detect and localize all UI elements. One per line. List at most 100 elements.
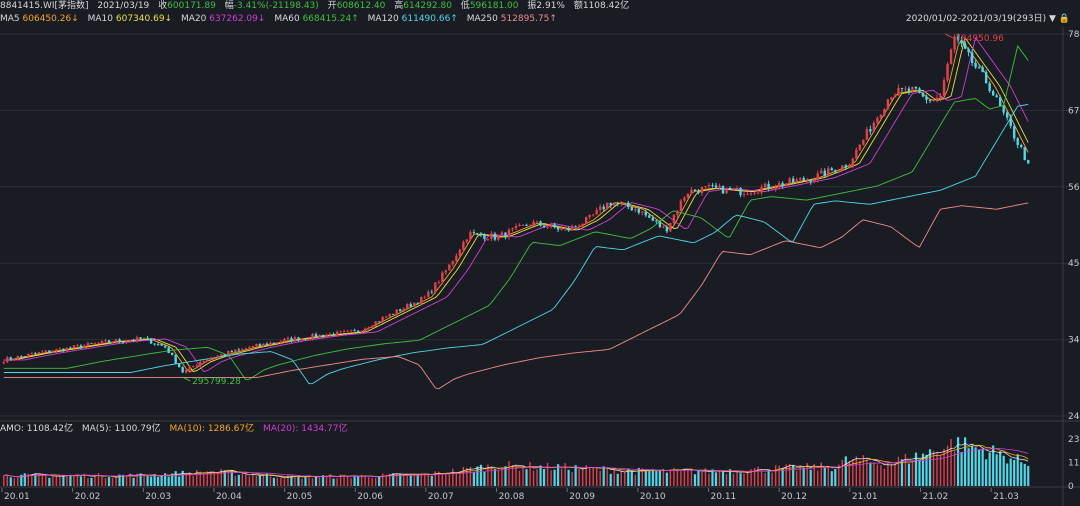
candle-body bbox=[469, 232, 472, 240]
candle-body bbox=[321, 334, 325, 337]
ma5-line bbox=[3, 38, 1029, 373]
candle-body bbox=[23, 356, 27, 358]
volume-bar bbox=[637, 467, 640, 486]
volume-bar bbox=[139, 473, 142, 486]
date-range-selector[interactable]: 2020/01/02-2021/03/19(293日) ▼ 🔒 bbox=[906, 13, 1070, 26]
dropdown-arrow-icon[interactable]: ▼ bbox=[1048, 14, 1056, 24]
volume-bar bbox=[658, 469, 661, 486]
candle-body bbox=[83, 345, 86, 349]
candle-body bbox=[809, 179, 812, 182]
candle-body bbox=[577, 226, 581, 228]
quote-date: 2021/03/19 bbox=[97, 1, 150, 11]
volume-bar bbox=[739, 473, 742, 486]
candle-body bbox=[465, 239, 469, 242]
candle-body bbox=[791, 178, 795, 183]
candle-body bbox=[644, 211, 648, 216]
candle-body bbox=[602, 206, 605, 210]
price-axis: 785000 676000 567000 458000 349000 240000 bbox=[1068, 30, 1080, 422]
candle-body bbox=[493, 233, 497, 240]
volume-tick-label: 2300.00亿 bbox=[1068, 433, 1080, 445]
volume-bar bbox=[907, 463, 911, 486]
candle-body bbox=[37, 352, 41, 354]
candle-body bbox=[374, 321, 377, 327]
volume-bar bbox=[146, 476, 149, 486]
candle-body bbox=[304, 338, 307, 340]
time-tick-label: 20.07 bbox=[428, 492, 454, 502]
volume-bar bbox=[20, 474, 23, 486]
candle-body bbox=[483, 235, 486, 240]
vol-ma20-value: 1434.77亿 bbox=[301, 424, 348, 434]
candle-body bbox=[160, 344, 163, 346]
candle-body bbox=[707, 185, 711, 187]
candle-body bbox=[984, 72, 988, 84]
candle-body bbox=[967, 48, 970, 53]
candle-body bbox=[283, 339, 286, 342]
candle-body bbox=[416, 302, 419, 304]
volume-bar bbox=[472, 472, 475, 486]
amount-value: 1108.42亿 bbox=[582, 1, 630, 11]
vol-ma5-label: MA(5): bbox=[81, 424, 112, 434]
time-axis: 20.01 20.02 20.03 20.04 20.05 20.06 20.07 20.08… bbox=[1, 488, 1019, 502]
candle-body bbox=[525, 224, 528, 226]
volume-bar bbox=[792, 464, 795, 486]
candle-body bbox=[739, 187, 742, 196]
candle-body bbox=[798, 178, 802, 180]
volume-bar bbox=[164, 473, 167, 486]
candle-body bbox=[820, 170, 823, 174]
candle-body bbox=[384, 316, 388, 318]
volume-bar bbox=[992, 445, 995, 486]
candle-body bbox=[356, 330, 360, 332]
candle-body bbox=[844, 165, 848, 168]
candle-body bbox=[988, 83, 991, 92]
ma60-legend[interactable]: MA60 668415.24↑ bbox=[274, 14, 358, 24]
candle-body bbox=[476, 233, 479, 234]
vol-ma20-line bbox=[3, 448, 1029, 478]
volume-bar bbox=[153, 474, 156, 486]
change-item: 幅-3.41%(-21198.43) bbox=[225, 1, 319, 11]
candle-body bbox=[184, 369, 188, 373]
volume-bar bbox=[493, 469, 497, 486]
ma5-legend[interactable]: MA5 606450.26↓ bbox=[0, 14, 79, 24]
volume-bar bbox=[121, 474, 125, 486]
candle-body bbox=[932, 99, 935, 102]
ma10-label: MA10 bbox=[87, 14, 113, 24]
amount-item: 额1108.42亿 bbox=[574, 1, 629, 11]
candle-body bbox=[490, 233, 493, 239]
candle-body bbox=[504, 232, 507, 237]
time-tick-label: 20.01 bbox=[4, 492, 30, 502]
candle-body bbox=[963, 43, 967, 49]
candle-body bbox=[174, 354, 177, 364]
time-tick-label: 20.08 bbox=[499, 492, 525, 502]
volume-bar bbox=[1002, 455, 1005, 486]
ma250-legend[interactable]: MA250 512895.75↑ bbox=[467, 14, 557, 24]
ma120-legend[interactable]: MA120 611490.66↑ bbox=[368, 14, 458, 24]
candle-body bbox=[339, 331, 342, 333]
ma20-legend[interactable]: MA20 637262.09↓ bbox=[181, 14, 265, 24]
candle-body bbox=[872, 122, 876, 132]
ma10-legend[interactable]: MA10 607340.69↓ bbox=[88, 14, 172, 24]
ma120-value: 611490.66↑ bbox=[401, 14, 458, 24]
volume-bar bbox=[539, 465, 542, 486]
volume-bar bbox=[157, 476, 160, 486]
time-tick-label: 20.12 bbox=[781, 492, 807, 502]
price-tick-label: 458000 bbox=[1068, 259, 1080, 269]
candle-body bbox=[507, 229, 511, 237]
candle-body bbox=[921, 92, 925, 97]
candle-body bbox=[100, 340, 104, 344]
candle-body bbox=[90, 343, 93, 344]
volume-bar bbox=[918, 459, 921, 486]
close-item: 收600171.89 bbox=[158, 1, 216, 11]
candle-body bbox=[655, 220, 658, 222]
candle-body bbox=[413, 302, 416, 307]
candle-body bbox=[837, 170, 840, 173]
volume-bar bbox=[1027, 465, 1030, 486]
lock-icon[interactable]: 🔒 bbox=[1058, 14, 1070, 24]
candle-body bbox=[328, 333, 332, 336]
candle-body bbox=[725, 187, 728, 194]
candle-body bbox=[104, 340, 107, 342]
candle-body bbox=[479, 233, 483, 236]
ma120-label: MA120 bbox=[367, 14, 399, 24]
candle-body bbox=[441, 272, 444, 283]
candle-body bbox=[367, 327, 370, 329]
